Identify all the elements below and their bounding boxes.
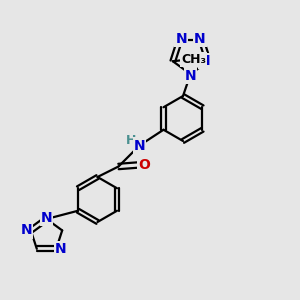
- Text: N: N: [134, 139, 145, 152]
- Text: CH₃: CH₃: [181, 53, 206, 66]
- Text: N: N: [175, 32, 187, 46]
- Text: N: N: [185, 69, 196, 82]
- Text: N: N: [55, 242, 67, 256]
- Text: O: O: [138, 158, 150, 172]
- Text: H: H: [126, 134, 136, 147]
- Text: N: N: [41, 211, 52, 224]
- Text: N: N: [194, 32, 206, 46]
- Text: N: N: [199, 54, 210, 68]
- Text: N: N: [20, 224, 32, 237]
